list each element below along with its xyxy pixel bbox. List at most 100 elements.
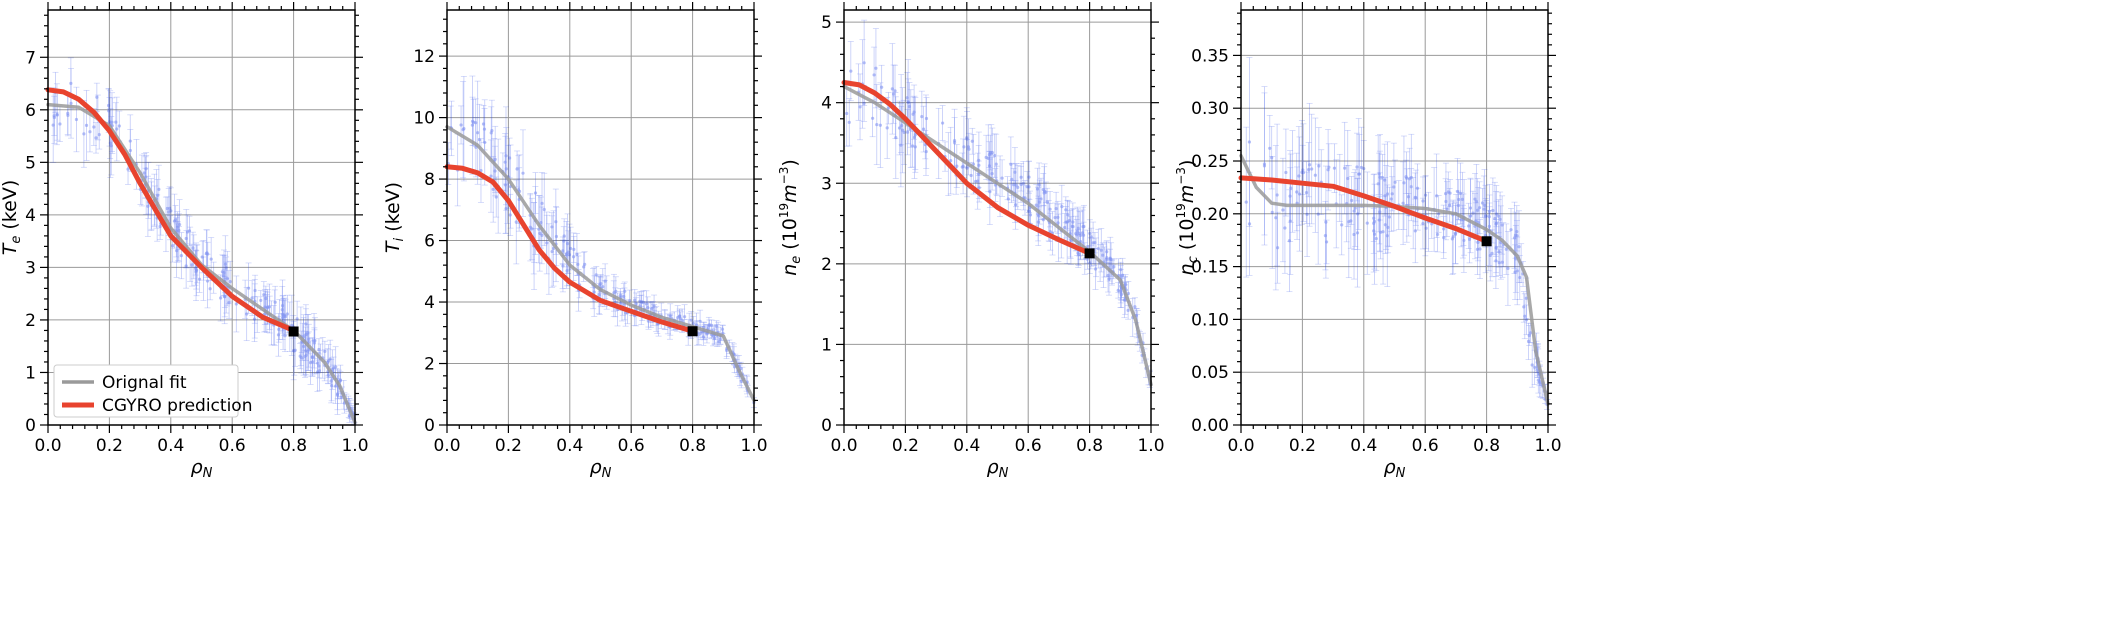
data-point — [1075, 233, 1079, 237]
data-point — [582, 265, 586, 269]
data-point — [974, 179, 978, 184]
data-point — [885, 126, 889, 130]
data-point — [962, 145, 966, 149]
data-point — [190, 263, 194, 267]
y-tick-label: 0.35 — [1191, 46, 1229, 66]
data-point — [1473, 197, 1477, 201]
legend: Orignal fit CGYRO prediction — [53, 364, 252, 418]
data-point — [1471, 211, 1475, 215]
data-point — [1352, 232, 1356, 237]
data-point — [871, 116, 875, 120]
data-point — [1421, 221, 1425, 226]
data-point — [146, 204, 150, 208]
data-point — [1497, 214, 1501, 218]
cgyro-prediction-line — [841, 80, 1093, 256]
data-point — [317, 347, 321, 352]
y-tick-label: 0.10 — [1191, 310, 1229, 330]
data-point — [1526, 339, 1531, 343]
data-point — [845, 111, 849, 116]
data-point — [875, 123, 879, 127]
data-point — [1408, 177, 1412, 181]
data-point — [1483, 214, 1488, 218]
data-point — [640, 300, 644, 304]
data-point — [1409, 175, 1413, 180]
data-point — [564, 253, 568, 257]
data-point — [717, 340, 721, 344]
data-point — [515, 167, 519, 171]
data-point — [1383, 223, 1387, 227]
x-tick-label: 0.4 — [953, 436, 980, 456]
data-point — [961, 164, 965, 168]
data-point — [1352, 209, 1356, 213]
y-tick-label: 12 — [413, 47, 435, 67]
data-point — [1528, 331, 1533, 335]
data-point — [1096, 247, 1100, 251]
data-point — [990, 172, 994, 176]
data-point — [1027, 185, 1031, 189]
data-point — [223, 295, 227, 299]
data-point — [295, 317, 299, 321]
x-tick-label: 1.0 — [1137, 436, 1164, 456]
y-tick-label: 4 — [821, 94, 832, 114]
data-point — [638, 299, 642, 303]
data-point — [542, 207, 546, 212]
data-point — [194, 268, 199, 273]
data-point — [993, 153, 997, 158]
data-point — [1487, 215, 1491, 219]
data-point — [679, 317, 683, 321]
data-point — [1488, 253, 1492, 258]
data-point — [1016, 185, 1020, 190]
y-tick-label: 8 — [424, 170, 435, 190]
data-point — [1307, 163, 1312, 167]
data-point — [280, 308, 284, 312]
data-point — [1108, 256, 1112, 260]
endpoint-marker — [1481, 236, 1492, 247]
data-point — [1509, 228, 1513, 232]
data-point — [676, 316, 680, 320]
data-point — [1105, 256, 1109, 260]
data-point — [55, 113, 59, 117]
data-point — [1327, 165, 1331, 169]
data-point — [1379, 230, 1383, 234]
data-point — [88, 130, 92, 134]
data-point — [1121, 273, 1125, 277]
data-point — [1460, 197, 1465, 201]
cgyro-prediction-line — [444, 164, 696, 334]
data-point — [493, 169, 497, 173]
data-point — [1088, 231, 1092, 236]
data-point — [1313, 173, 1317, 177]
data-point — [702, 325, 706, 329]
data-point — [1494, 246, 1498, 250]
data-point — [623, 289, 627, 293]
data-point — [1089, 235, 1093, 239]
data-point — [571, 255, 576, 259]
data-point — [990, 151, 994, 155]
y-axis-label: ne (1019m−3) — [777, 159, 804, 276]
original-fit-line — [842, 84, 1153, 387]
data-point — [1048, 230, 1052, 234]
data-point — [1262, 164, 1267, 168]
data-point — [1482, 203, 1487, 207]
data-point — [1383, 194, 1387, 198]
data-point — [310, 355, 314, 360]
data-point — [1404, 175, 1408, 179]
data-point — [906, 100, 910, 104]
data-point — [1119, 293, 1123, 297]
x-tick-label: 0.8 — [1473, 436, 1500, 456]
data-point — [171, 244, 175, 248]
data-point — [705, 332, 709, 336]
data-point — [1478, 247, 1482, 251]
data-point — [490, 128, 494, 133]
data-point — [597, 293, 601, 297]
data-point — [575, 252, 579, 256]
data-point — [224, 266, 228, 270]
data-point — [206, 252, 210, 256]
data-point — [177, 228, 181, 233]
data-point — [1451, 235, 1455, 239]
data-point — [339, 395, 343, 400]
data-point — [912, 135, 917, 139]
data-point — [1080, 231, 1085, 235]
data-point — [1359, 165, 1363, 170]
y-tick-label: 0 — [25, 416, 36, 436]
